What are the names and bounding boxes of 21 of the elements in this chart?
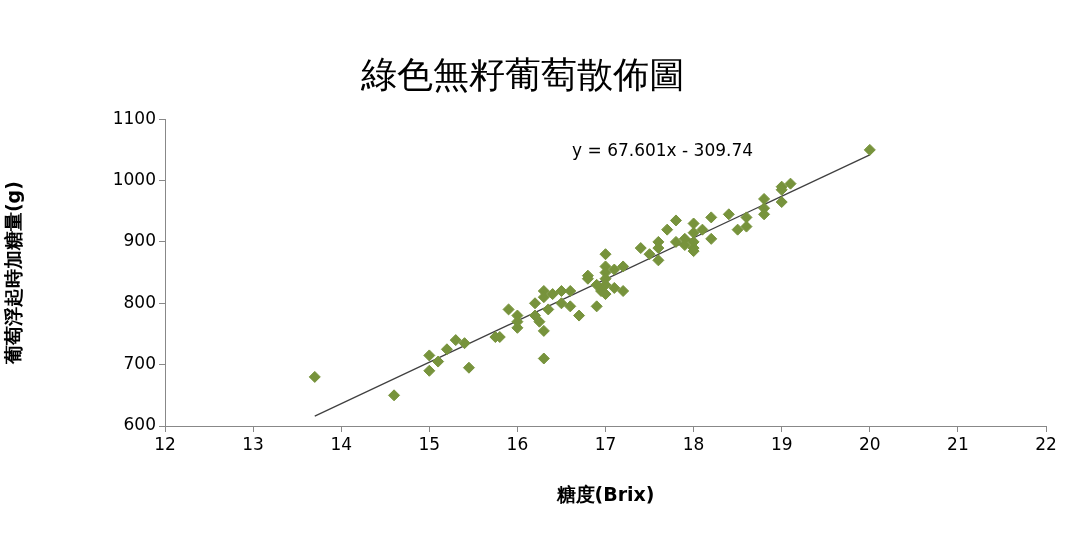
x-axis-title: 糖度(Brix) xyxy=(555,482,655,505)
x-tick-label: 13 xyxy=(242,433,264,454)
x-tick-label: 22 xyxy=(1035,433,1057,454)
y-axis-title: 葡萄浮起時加糖量(g) xyxy=(2,181,25,366)
x-tick-label: 21 xyxy=(947,433,969,454)
y-tick-label: 800 xyxy=(123,291,156,312)
x-tick-label: 14 xyxy=(330,433,353,454)
annotation: y = 67.601x - 309.74 xyxy=(572,139,754,160)
x-tick-label: 12 xyxy=(154,433,176,454)
x-tick-label: 16 xyxy=(506,433,529,454)
y-tick-label: 600 xyxy=(123,414,156,435)
y-tick-label: 700 xyxy=(123,353,156,374)
x-tick-label: 20 xyxy=(858,433,881,454)
y-tick-label: 1000 xyxy=(112,168,156,189)
x-tick-label: 15 xyxy=(418,433,441,454)
y-tick-label: 900 xyxy=(123,230,156,251)
x-tick-label: 18 xyxy=(682,433,705,454)
y-tick-label: 1100 xyxy=(112,107,156,128)
x-tick-label: 19 xyxy=(770,433,793,454)
chart-title: 綠色無籽葡萄散佈圖 xyxy=(360,53,685,95)
x-tick-label: 17 xyxy=(594,433,617,454)
